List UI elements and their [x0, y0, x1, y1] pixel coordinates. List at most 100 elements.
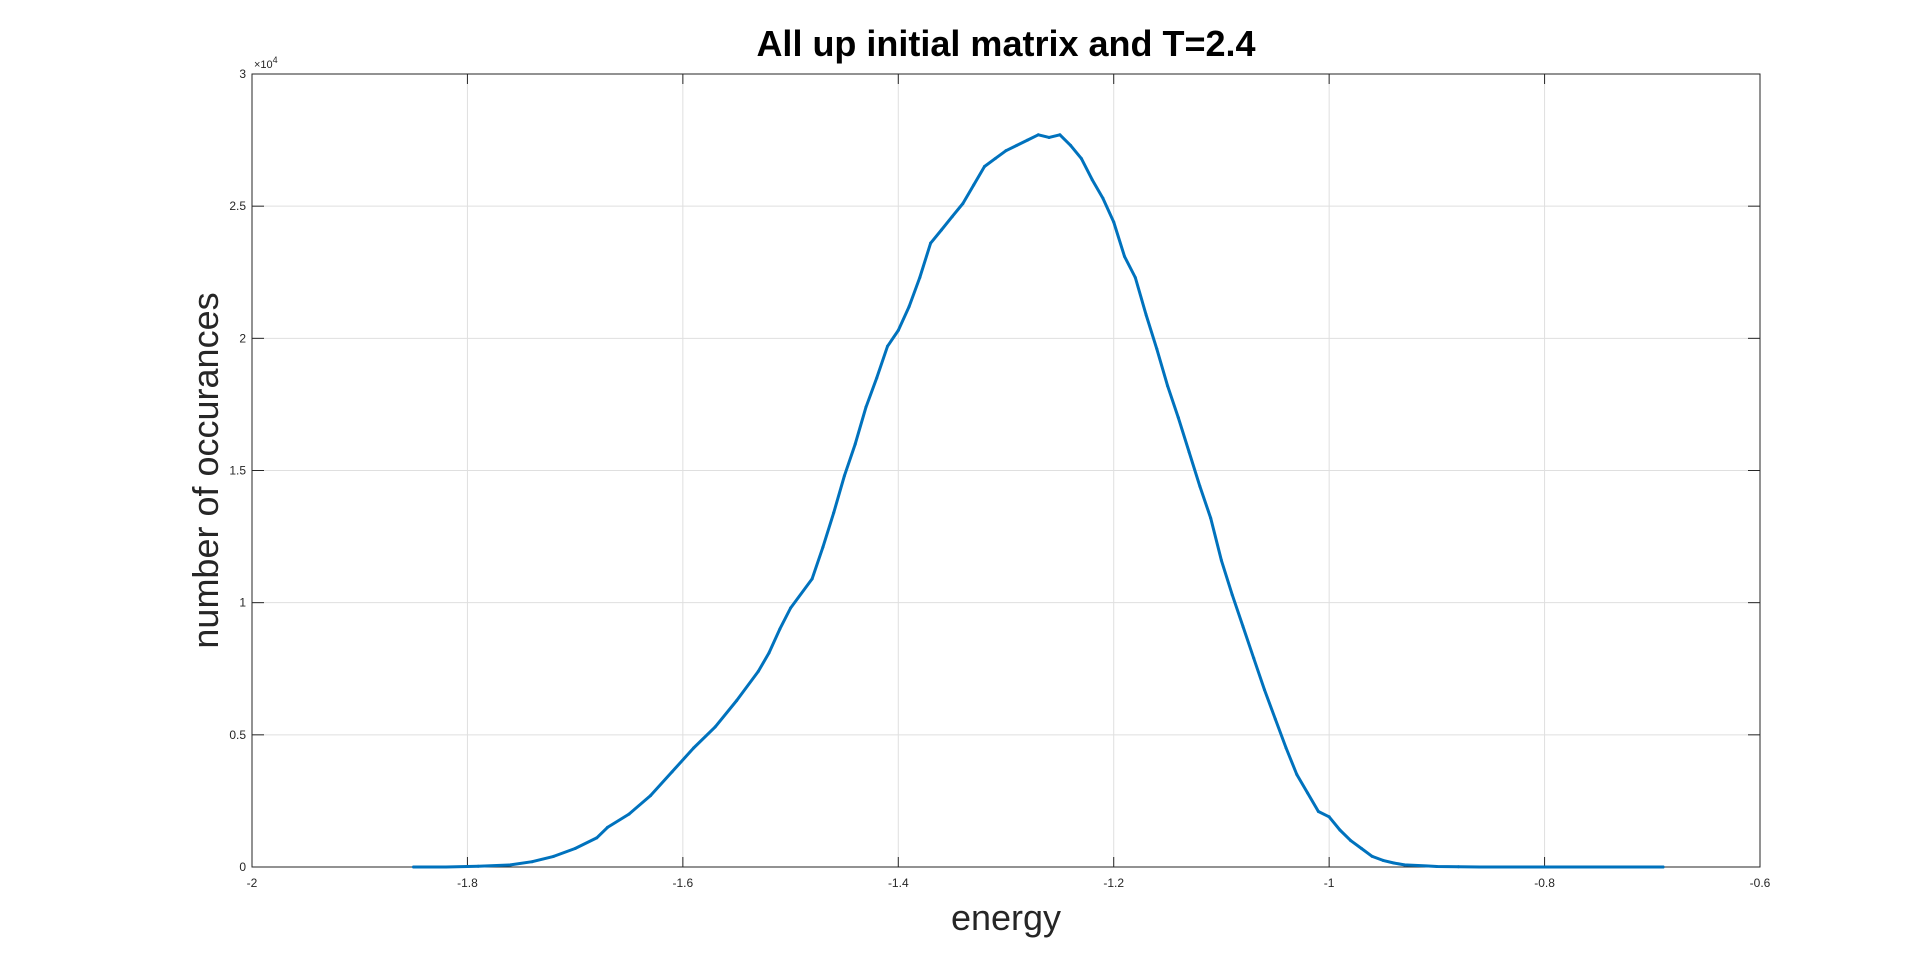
data-point — [1403, 863, 1407, 867]
data-point — [1155, 347, 1159, 351]
data-point — [1316, 809, 1320, 813]
data-point — [1381, 858, 1385, 862]
data-point — [1359, 846, 1363, 850]
data-point — [1284, 746, 1288, 750]
data-point — [573, 846, 577, 850]
data-point — [1047, 135, 1051, 139]
data-point — [832, 511, 836, 515]
x-axis-label: energy — [951, 897, 1061, 938]
data-point — [1252, 656, 1256, 660]
data-point — [552, 854, 556, 858]
data-point — [875, 376, 879, 380]
data-point — [982, 165, 986, 169]
y-exponent-power: 4 — [273, 55, 278, 65]
chart-title: All up initial matrix and T=2.4 — [756, 23, 1255, 64]
data-point — [789, 606, 793, 610]
data-point — [993, 157, 997, 161]
data-point — [864, 405, 868, 409]
data-point — [1478, 865, 1482, 869]
data-point — [1079, 157, 1083, 161]
data-point — [1241, 624, 1245, 628]
data-point — [509, 863, 513, 867]
data-point — [1144, 313, 1148, 317]
data-point — [1026, 138, 1030, 142]
data-point — [412, 865, 416, 869]
data-point — [1069, 143, 1073, 147]
y-tick-label: 2 — [239, 331, 246, 345]
data-point — [918, 276, 922, 280]
data-point — [670, 770, 674, 774]
data-point — [605, 825, 609, 829]
data-point — [853, 442, 857, 446]
data-point — [444, 865, 448, 869]
data-point — [896, 328, 900, 332]
data-point — [1306, 791, 1310, 795]
x-tick-label: -1 — [1324, 876, 1335, 890]
data-point — [950, 215, 954, 219]
x-tick-label: -1.6 — [673, 876, 694, 890]
y-axis-exponent: ×104 — [254, 55, 278, 71]
data-point — [1543, 865, 1547, 869]
data-point — [1122, 254, 1126, 258]
data-point — [1424, 864, 1428, 868]
data-point — [1327, 815, 1331, 819]
data-point — [1370, 854, 1374, 858]
data-point — [1219, 558, 1223, 562]
data-point — [810, 577, 814, 581]
x-tick-label: -1.2 — [1103, 876, 1124, 890]
data-point — [1640, 865, 1644, 869]
data-point — [1273, 717, 1277, 721]
x-tick-label: -0.6 — [1750, 876, 1771, 890]
data-point — [1607, 865, 1611, 869]
data-point — [1263, 688, 1267, 692]
x-tick-label: -0.8 — [1534, 876, 1555, 890]
data-point — [649, 794, 653, 798]
data-point — [886, 344, 890, 348]
y-tick-label: 0.5 — [229, 728, 246, 742]
data-point — [1456, 865, 1460, 869]
data-point — [595, 836, 599, 840]
x-tick-label: -2 — [247, 876, 258, 890]
data-point — [907, 305, 911, 309]
data-point — [1338, 828, 1342, 832]
data-point — [1058, 133, 1062, 137]
data-point — [1004, 149, 1008, 153]
series-layer — [412, 133, 1665, 869]
data-point — [972, 183, 976, 187]
data-point — [1090, 178, 1094, 182]
data-point — [767, 651, 771, 655]
data-point — [842, 474, 846, 478]
data-point — [1586, 865, 1590, 869]
y-tick-label: 2.5 — [229, 199, 246, 213]
x-tick-label: -1.4 — [888, 876, 909, 890]
data-point — [1295, 772, 1299, 776]
data-point — [1112, 220, 1116, 224]
data-point — [756, 669, 760, 673]
data-point — [1392, 861, 1396, 865]
data-point — [1198, 484, 1202, 488]
data-point — [929, 241, 933, 245]
data-point — [1015, 143, 1019, 147]
data-point — [1349, 839, 1353, 843]
y-tick-label: 3 — [239, 67, 246, 81]
data-point — [1176, 416, 1180, 420]
data-point — [1166, 384, 1170, 388]
data-point — [476, 864, 480, 868]
data-point — [713, 725, 717, 729]
y-exponent-base: ×10 — [254, 59, 273, 71]
data-point — [939, 228, 943, 232]
data-point — [735, 698, 739, 702]
data-point — [530, 860, 534, 864]
data-point — [627, 812, 631, 816]
y-axis-label: number of occurances — [185, 292, 226, 648]
data-point — [1661, 865, 1665, 869]
grid — [252, 74, 1760, 867]
data-point — [692, 746, 696, 750]
data-point — [1499, 865, 1503, 869]
data-point — [1230, 593, 1234, 597]
data-point — [1521, 865, 1525, 869]
data-point — [961, 202, 965, 206]
x-tick-label: -1.8 — [457, 876, 478, 890]
